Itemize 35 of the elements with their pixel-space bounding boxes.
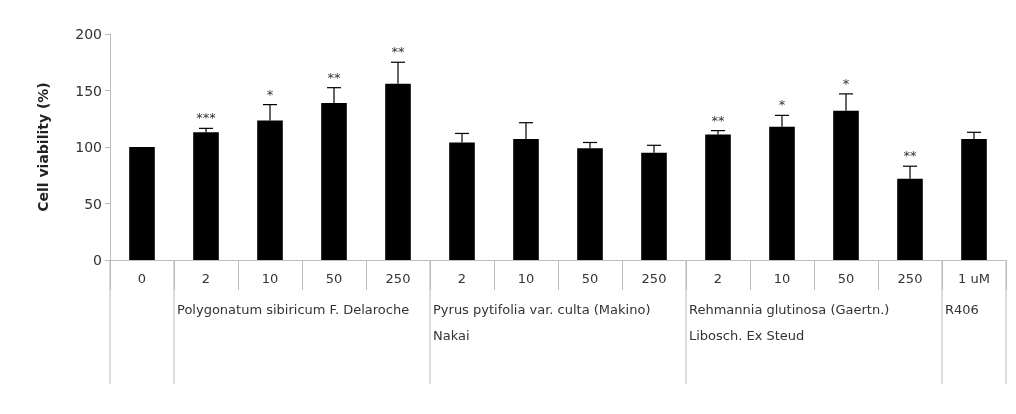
text: Pyrus pytifolia var. culta (Makino) Nakai (433, 301, 655, 343)
bar (705, 134, 731, 260)
data-label: * (266, 86, 274, 102)
data-label: * (778, 97, 786, 113)
x-tick-label: 50 (325, 271, 343, 286)
y-tick-label: 150 (75, 82, 102, 99)
y-tick-label: 200 (75, 26, 102, 42)
x-tick-label: 50 (837, 271, 855, 286)
x-tick-label: 10 (773, 271, 791, 286)
x-tick-label: 2 (201, 271, 211, 286)
data-label: ** (327, 69, 341, 85)
data-label: *** (196, 110, 217, 126)
text: Polygonatum sibiricum F. Delaroche (177, 301, 410, 317)
bar (129, 147, 155, 260)
x-tick-label: 10 (517, 271, 535, 286)
text: R406 (945, 301, 979, 317)
x-tick-label: 1 uM (958, 271, 990, 286)
data-label: * (842, 75, 850, 91)
data-label: ** (391, 44, 405, 60)
x-tick-label: 250 (641, 271, 667, 286)
data-label: ** (903, 148, 917, 164)
x-tick-label: 0 (137, 271, 147, 286)
x-tick-label: 2 (713, 271, 723, 286)
x-tick-label: 10 (261, 271, 279, 286)
bar (193, 132, 219, 260)
x-tick-label: 2 (457, 271, 467, 286)
x-tick-label: 50 (581, 271, 599, 286)
x-tick-label: 250 (897, 271, 923, 286)
text: Rehmannia glutinosa (Gaertn.) Libosch. Ex Steud (689, 301, 894, 343)
x-tick-label: 250 (385, 271, 411, 286)
y-axis-title: Cell viability (%) (35, 82, 51, 212)
y-tick-label: 100 (75, 139, 102, 155)
y-tick-label: 50 (84, 195, 102, 212)
y-tick-label: 0 (93, 252, 102, 268)
data-label: ** (711, 112, 725, 128)
